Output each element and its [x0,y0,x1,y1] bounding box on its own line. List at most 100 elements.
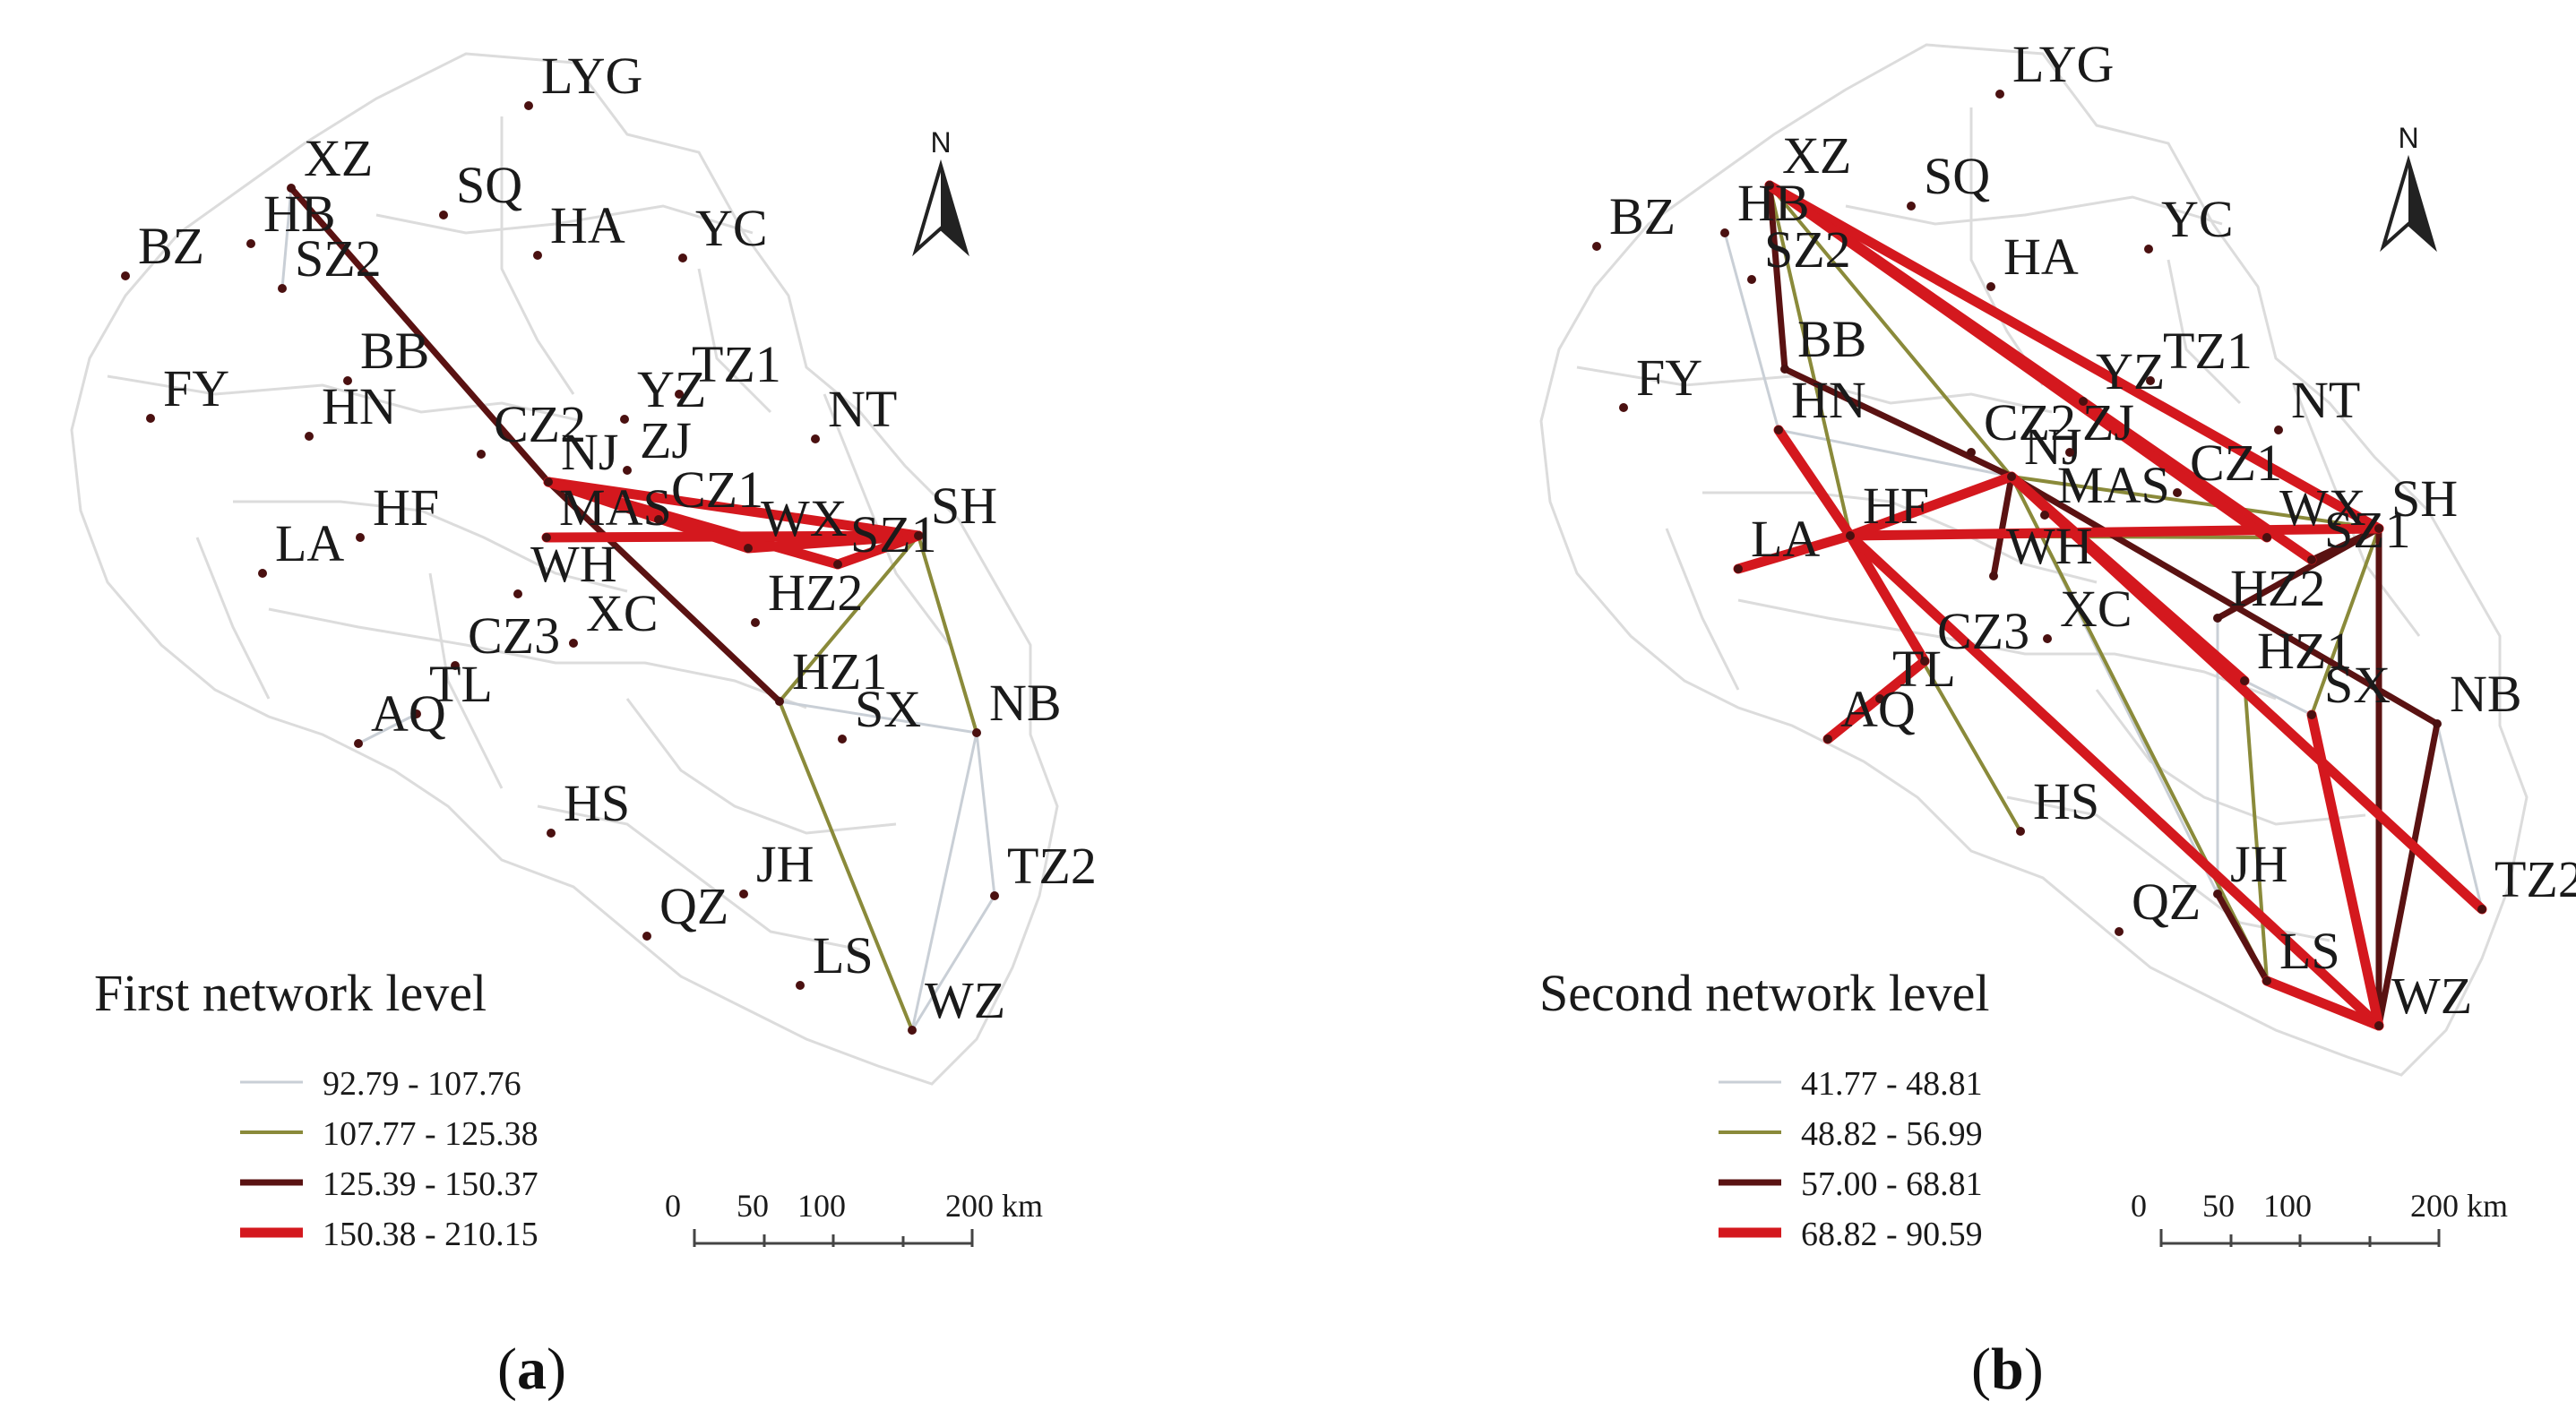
north-arrow-icon: N [912,126,969,257]
city-node-bb [1780,365,1789,374]
province-boundaries [70,52,1059,1086]
city-label-ls: LS [2279,922,2340,980]
city-label-hz2: HZ2 [768,563,863,622]
city-node-mas [542,533,551,542]
city-label-cz3: CZ3 [1937,602,2029,660]
city-label-qz: QZ [2132,873,2201,931]
city-label-hn: HN [1791,371,1866,429]
panel-caption: (b) [1971,1337,2044,1402]
city-label-hs: HS [2033,772,2099,830]
city-node-wz [2374,1021,2383,1030]
city-label-nj: NJ [2024,417,2081,476]
link-XZ-WX [1764,180,2272,543]
link-XZ-BB [1766,182,1788,373]
legend: 92.79 - 107.76 107.77 - 125.38 125.39 - … [240,1065,538,1253]
link-NB-WZ [2375,720,2441,1029]
city-node-nt [811,434,820,443]
city-label-jh: JH [756,835,814,893]
city-label-bz: BZ [1609,187,1676,245]
city-label-wh: WH [530,535,617,593]
city-label-yc: YC [2161,190,2234,248]
city-label-bz: BZ [138,217,204,275]
city-node-sh [914,531,923,540]
city-node-sz2 [278,284,287,293]
link-NJ-HZ1 [2006,471,2250,686]
city-node-tz2 [2477,905,2486,914]
city-node-tz1 [2146,376,2155,385]
link-JH-LS [2214,890,2270,984]
city-label-nb: NB [989,674,1062,732]
city-label-hz1: HZ1 [792,642,887,701]
link-HZ1-NB [778,700,978,735]
city-node-bz [121,271,130,280]
city-label-fy: FY [163,359,229,417]
legend-label: 68.82 - 90.59 [1801,1216,1983,1253]
city-label-tz1: TZ1 [692,335,781,393]
link-XZ-HF [1768,184,1852,537]
city-label-hf: HF [1863,477,1929,535]
city-label-sq: SQ [456,156,522,214]
city-node-tl [1875,694,1884,703]
panel-caption: (a) [497,1337,566,1402]
link-WX-SH [743,530,924,554]
city-node-cz3 [451,661,460,670]
city-label-sz1: SZ1 [2324,501,2411,559]
city-label-sx: SX [855,680,921,738]
link-NJ-SH [2010,475,2381,530]
scale-bar: 0 50 100 200 km [2131,1188,2508,1247]
city-node-ha [533,251,542,260]
link-SH-SX [2310,527,2381,717]
city-node-bb [343,376,352,385]
city-label-bb: BB [360,322,429,380]
city-node-sx [838,735,847,744]
city-node-xc [2043,634,2052,643]
city-node-tl [412,709,421,718]
legend-label: 48.82 - 56.99 [1801,1115,1983,1153]
city-node-hf [356,533,365,542]
network-links-a [280,185,996,1032]
city-label-ha: HA [2003,228,2079,286]
city-label-xc: XC [2060,580,2132,638]
city-label-sz2: SZ2 [295,229,382,288]
svg-text:50: 50 [737,1188,769,1224]
link-BB-NJ [1781,365,2015,480]
city-node-qz [642,932,651,941]
city-label-cz1: CZ1 [671,460,763,519]
city-label-hs: HS [564,774,630,832]
link-TZ2-WZ [910,894,996,1032]
city-node-hb [246,239,255,248]
city-node-ls [2262,976,2271,985]
city-label-aq: AQ [1840,680,1916,738]
city-node-cz1 [654,515,663,524]
city-node-yc [678,254,687,262]
city-node-sq [1907,202,1916,211]
city-label-lyg: LYG [2012,35,2114,93]
svg-text:100: 100 [797,1188,846,1224]
svg-text:50: 50 [2202,1188,2235,1224]
city-node-sx [2307,710,2316,719]
city-node-hz2 [2213,614,2222,623]
city-node-sh [2374,524,2383,533]
legend-label: 150.38 - 210.15 [323,1216,538,1253]
city-node-yz [2079,397,2088,406]
city-label-wz: WZ [925,971,1005,1029]
city-node-sz1 [2307,555,2316,564]
link-LS-WZ [2262,976,2384,1031]
city-label-hf: HF [373,478,439,537]
city-node-hs [547,829,556,838]
link-NJ-SH [543,477,924,541]
city-label-tl: TL [1892,640,1956,698]
province-boundaries [1539,43,2529,1077]
link-NJ-NB [2008,473,2441,727]
city-node-aq [354,739,363,748]
link-HZ1-SX [2243,679,2313,717]
city-node-cz2 [477,450,486,459]
link-NJ-HZ1 [545,478,783,705]
city-label-nb: NB [2450,665,2522,723]
city-label-nj: NJ [561,423,618,481]
city-node-la [258,569,267,578]
city-label-bb: BB [1797,310,1866,368]
